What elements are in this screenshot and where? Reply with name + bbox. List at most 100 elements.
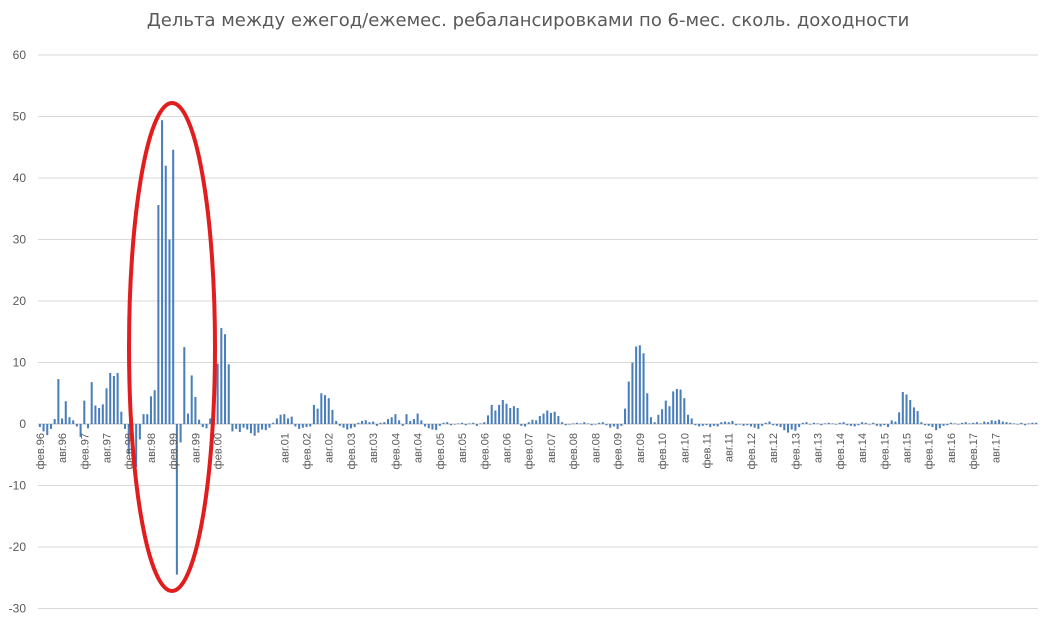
bar bbox=[838, 422, 841, 424]
bar bbox=[575, 422, 578, 424]
bar bbox=[349, 424, 352, 429]
bar bbox=[98, 408, 101, 424]
bar bbox=[668, 406, 671, 424]
bar bbox=[964, 422, 967, 424]
y-tick-label: 50 bbox=[13, 110, 27, 124]
bar bbox=[179, 424, 182, 443]
bar bbox=[101, 404, 104, 424]
bar bbox=[272, 422, 275, 424]
x-tick-label: авг.14 bbox=[857, 433, 869, 463]
bar bbox=[346, 424, 349, 430]
bar bbox=[1031, 422, 1034, 424]
bar bbox=[301, 424, 304, 428]
bar bbox=[305, 424, 308, 428]
bar bbox=[920, 422, 923, 424]
bar bbox=[961, 422, 964, 424]
bar bbox=[886, 424, 890, 428]
x-tick-label: фев.00 bbox=[213, 433, 225, 469]
bar bbox=[472, 422, 475, 424]
bar bbox=[953, 423, 956, 424]
bar bbox=[461, 422, 464, 424]
y-tick-label: 30 bbox=[13, 233, 27, 247]
bar bbox=[827, 422, 830, 424]
bar bbox=[368, 422, 371, 424]
x-tick-label: фев.02 bbox=[302, 433, 314, 469]
bar bbox=[94, 405, 97, 424]
bar bbox=[675, 388, 678, 424]
bar bbox=[757, 424, 760, 429]
bar bbox=[898, 412, 901, 424]
bar bbox=[846, 424, 849, 426]
bar bbox=[820, 424, 823, 426]
bar bbox=[631, 362, 634, 424]
bar bbox=[753, 424, 756, 428]
bar bbox=[572, 423, 575, 424]
bar bbox=[446, 422, 449, 424]
bar bbox=[694, 424, 697, 426]
x-tick-label: авг.08 bbox=[590, 433, 602, 463]
bar bbox=[120, 411, 123, 424]
bar bbox=[720, 422, 723, 424]
bar bbox=[57, 379, 60, 424]
bar bbox=[190, 375, 193, 424]
bar bbox=[138, 424, 141, 440]
bar bbox=[557, 416, 560, 424]
bar bbox=[831, 423, 834, 424]
bar bbox=[327, 398, 330, 424]
x-tick-label: авг.96 bbox=[57, 433, 69, 463]
bar bbox=[546, 410, 549, 424]
bar bbox=[338, 424, 341, 426]
bar bbox=[316, 408, 319, 424]
bar bbox=[816, 423, 819, 424]
bar bbox=[975, 422, 978, 424]
bar bbox=[853, 424, 856, 427]
x-tick-label: авг.12 bbox=[768, 433, 780, 463]
x-tick-label: фев.11 bbox=[702, 433, 714, 469]
bar bbox=[701, 424, 704, 426]
x-tick-label: авг.02 bbox=[324, 433, 336, 463]
bar bbox=[235, 424, 238, 429]
bar bbox=[872, 422, 875, 424]
y-tick-label: 10 bbox=[13, 356, 27, 370]
bar bbox=[805, 422, 808, 424]
y-tick-label: 60 bbox=[13, 48, 27, 62]
bar bbox=[1024, 424, 1027, 426]
bar bbox=[383, 422, 386, 424]
bar bbox=[690, 418, 693, 424]
bar bbox=[635, 346, 638, 424]
bar bbox=[849, 424, 852, 426]
x-tick-label: авг.17 bbox=[990, 433, 1002, 463]
bar bbox=[672, 391, 675, 424]
bar bbox=[161, 120, 164, 424]
bar bbox=[264, 424, 267, 431]
bar bbox=[220, 328, 223, 424]
bar bbox=[475, 424, 478, 426]
bar bbox=[357, 422, 360, 424]
bar bbox=[105, 388, 108, 424]
bar bbox=[38, 424, 41, 428]
x-tick-label: фев.14 bbox=[835, 433, 847, 469]
bar bbox=[927, 424, 930, 426]
bar bbox=[620, 424, 623, 426]
bar bbox=[453, 424, 456, 425]
bar bbox=[842, 422, 845, 424]
bar bbox=[679, 389, 682, 424]
bar bbox=[379, 422, 382, 424]
x-tick-label: фев.12 bbox=[746, 433, 758, 469]
bar bbox=[742, 424, 745, 426]
x-tick-label: фев.16 bbox=[924, 433, 936, 469]
bar bbox=[979, 423, 982, 424]
x-tick-label: фев.13 bbox=[790, 433, 802, 469]
bar bbox=[90, 382, 93, 424]
bar bbox=[590, 424, 593, 426]
bar bbox=[312, 404, 315, 424]
bar bbox=[812, 422, 815, 424]
bar bbox=[601, 422, 604, 424]
bar bbox=[594, 424, 597, 425]
bar bbox=[146, 414, 149, 424]
bar bbox=[809, 424, 812, 425]
bar bbox=[238, 424, 241, 432]
bar bbox=[361, 420, 364, 424]
bar bbox=[468, 423, 471, 424]
